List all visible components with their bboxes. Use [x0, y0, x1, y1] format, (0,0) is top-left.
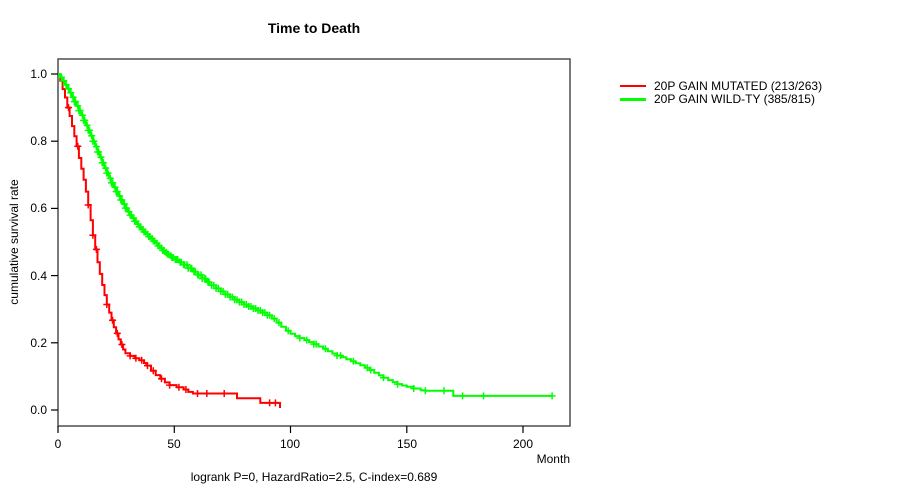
x-tick-label-0: 0 — [54, 437, 62, 451]
legend-label-wildtype: 20P GAIN WILD-TY (385/815) — [654, 92, 815, 107]
y-tick-label-0.4: 0.4 — [30, 269, 47, 283]
plot-border-box — [57, 58, 571, 427]
legend-item-mutated: 20P GAIN MUTATED (213/263) — [620, 79, 822, 93]
x-tick-label-50: 50 — [167, 437, 181, 451]
x-axis-label: Month — [536, 452, 570, 466]
y-tick-label-0.2: 0.2 — [30, 336, 47, 350]
legend-label-mutated: 20P GAIN MUTATED (213/263) — [654, 78, 823, 93]
y-tick-label-0.6: 0.6 — [30, 201, 47, 215]
survival-curve-20p-gain-wildtype — [58, 73, 553, 397]
survival-curve-20p-gain-mutated-censor-marks — [65, 104, 279, 407]
y-axis-ticks — [51, 73, 58, 411]
x-axis-ticks — [57, 426, 524, 433]
stats-caption: logrank P=0, HazardRatio=2.5, C-index=0.… — [190, 470, 438, 484]
legend-item-wildtype: 20P GAIN WILD-TY (385/815) — [620, 92, 822, 107]
legend-line-green — [620, 98, 646, 101]
legend: 20P GAIN MUTATED (213/263) 20P GAIN WILD… — [620, 79, 822, 106]
y-axis-label: cumulative survival rate — [7, 179, 21, 305]
y-tick-label-1.0: 1.0 — [30, 67, 47, 81]
x-tick-label-100: 100 — [279, 437, 301, 451]
y-tick-label-0.0: 0.0 — [30, 403, 47, 417]
survival-curve-20p-gain-mutated — [58, 73, 281, 408]
chart-title: Time to Death — [267, 20, 361, 36]
survival-curve-20p-gain-wildtype-censor-marks — [58, 73, 556, 400]
y-tick-label-0.8: 0.8 — [30, 134, 47, 148]
legend-line-red — [620, 84, 646, 87]
x-tick-label-200: 200 — [512, 437, 534, 451]
x-tick-label-150: 150 — [396, 437, 418, 451]
